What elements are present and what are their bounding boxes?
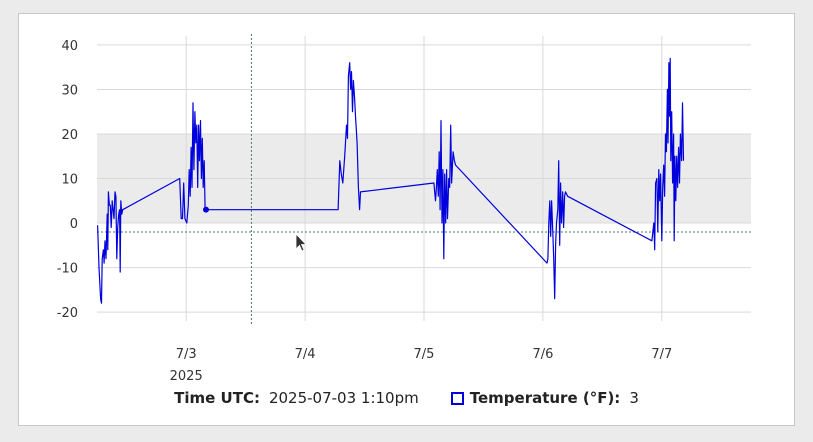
x-tick-label: 7/3	[176, 347, 197, 362]
series-legend-swatch[interactable]	[450, 391, 464, 405]
x-tick-label: 7/5	[414, 347, 435, 362]
y-tick-label: -10	[57, 262, 78, 277]
time-value: 2025-07-03 1:10pm	[268, 389, 419, 407]
series-value: 3	[629, 389, 639, 407]
x-tick-label: 7/6	[532, 347, 553, 362]
y-tick-label: 0	[70, 217, 78, 232]
y-tick-label: 30	[61, 83, 78, 98]
series-label: Temperature (°F):	[469, 389, 621, 407]
mouse-pointer-icon	[295, 233, 307, 252]
time-label: Time UTC:	[174, 389, 260, 407]
y-tick-label: -20	[57, 306, 78, 321]
hover-readout: Time UTC: 2025-07-03 1:10pm Temperature …	[0, 384, 813, 412]
temperature-series-line	[97, 57, 685, 304]
y-tick-label: 20	[61, 128, 78, 143]
x-tick-label: 7/7	[651, 347, 672, 362]
hover-point-marker	[203, 206, 209, 213]
x-tick-year-label: 2025	[170, 369, 203, 384]
y-tick-label: 40	[61, 39, 78, 54]
x-tick-label: 7/4	[295, 347, 316, 362]
y-tick-label: 10	[61, 173, 78, 188]
